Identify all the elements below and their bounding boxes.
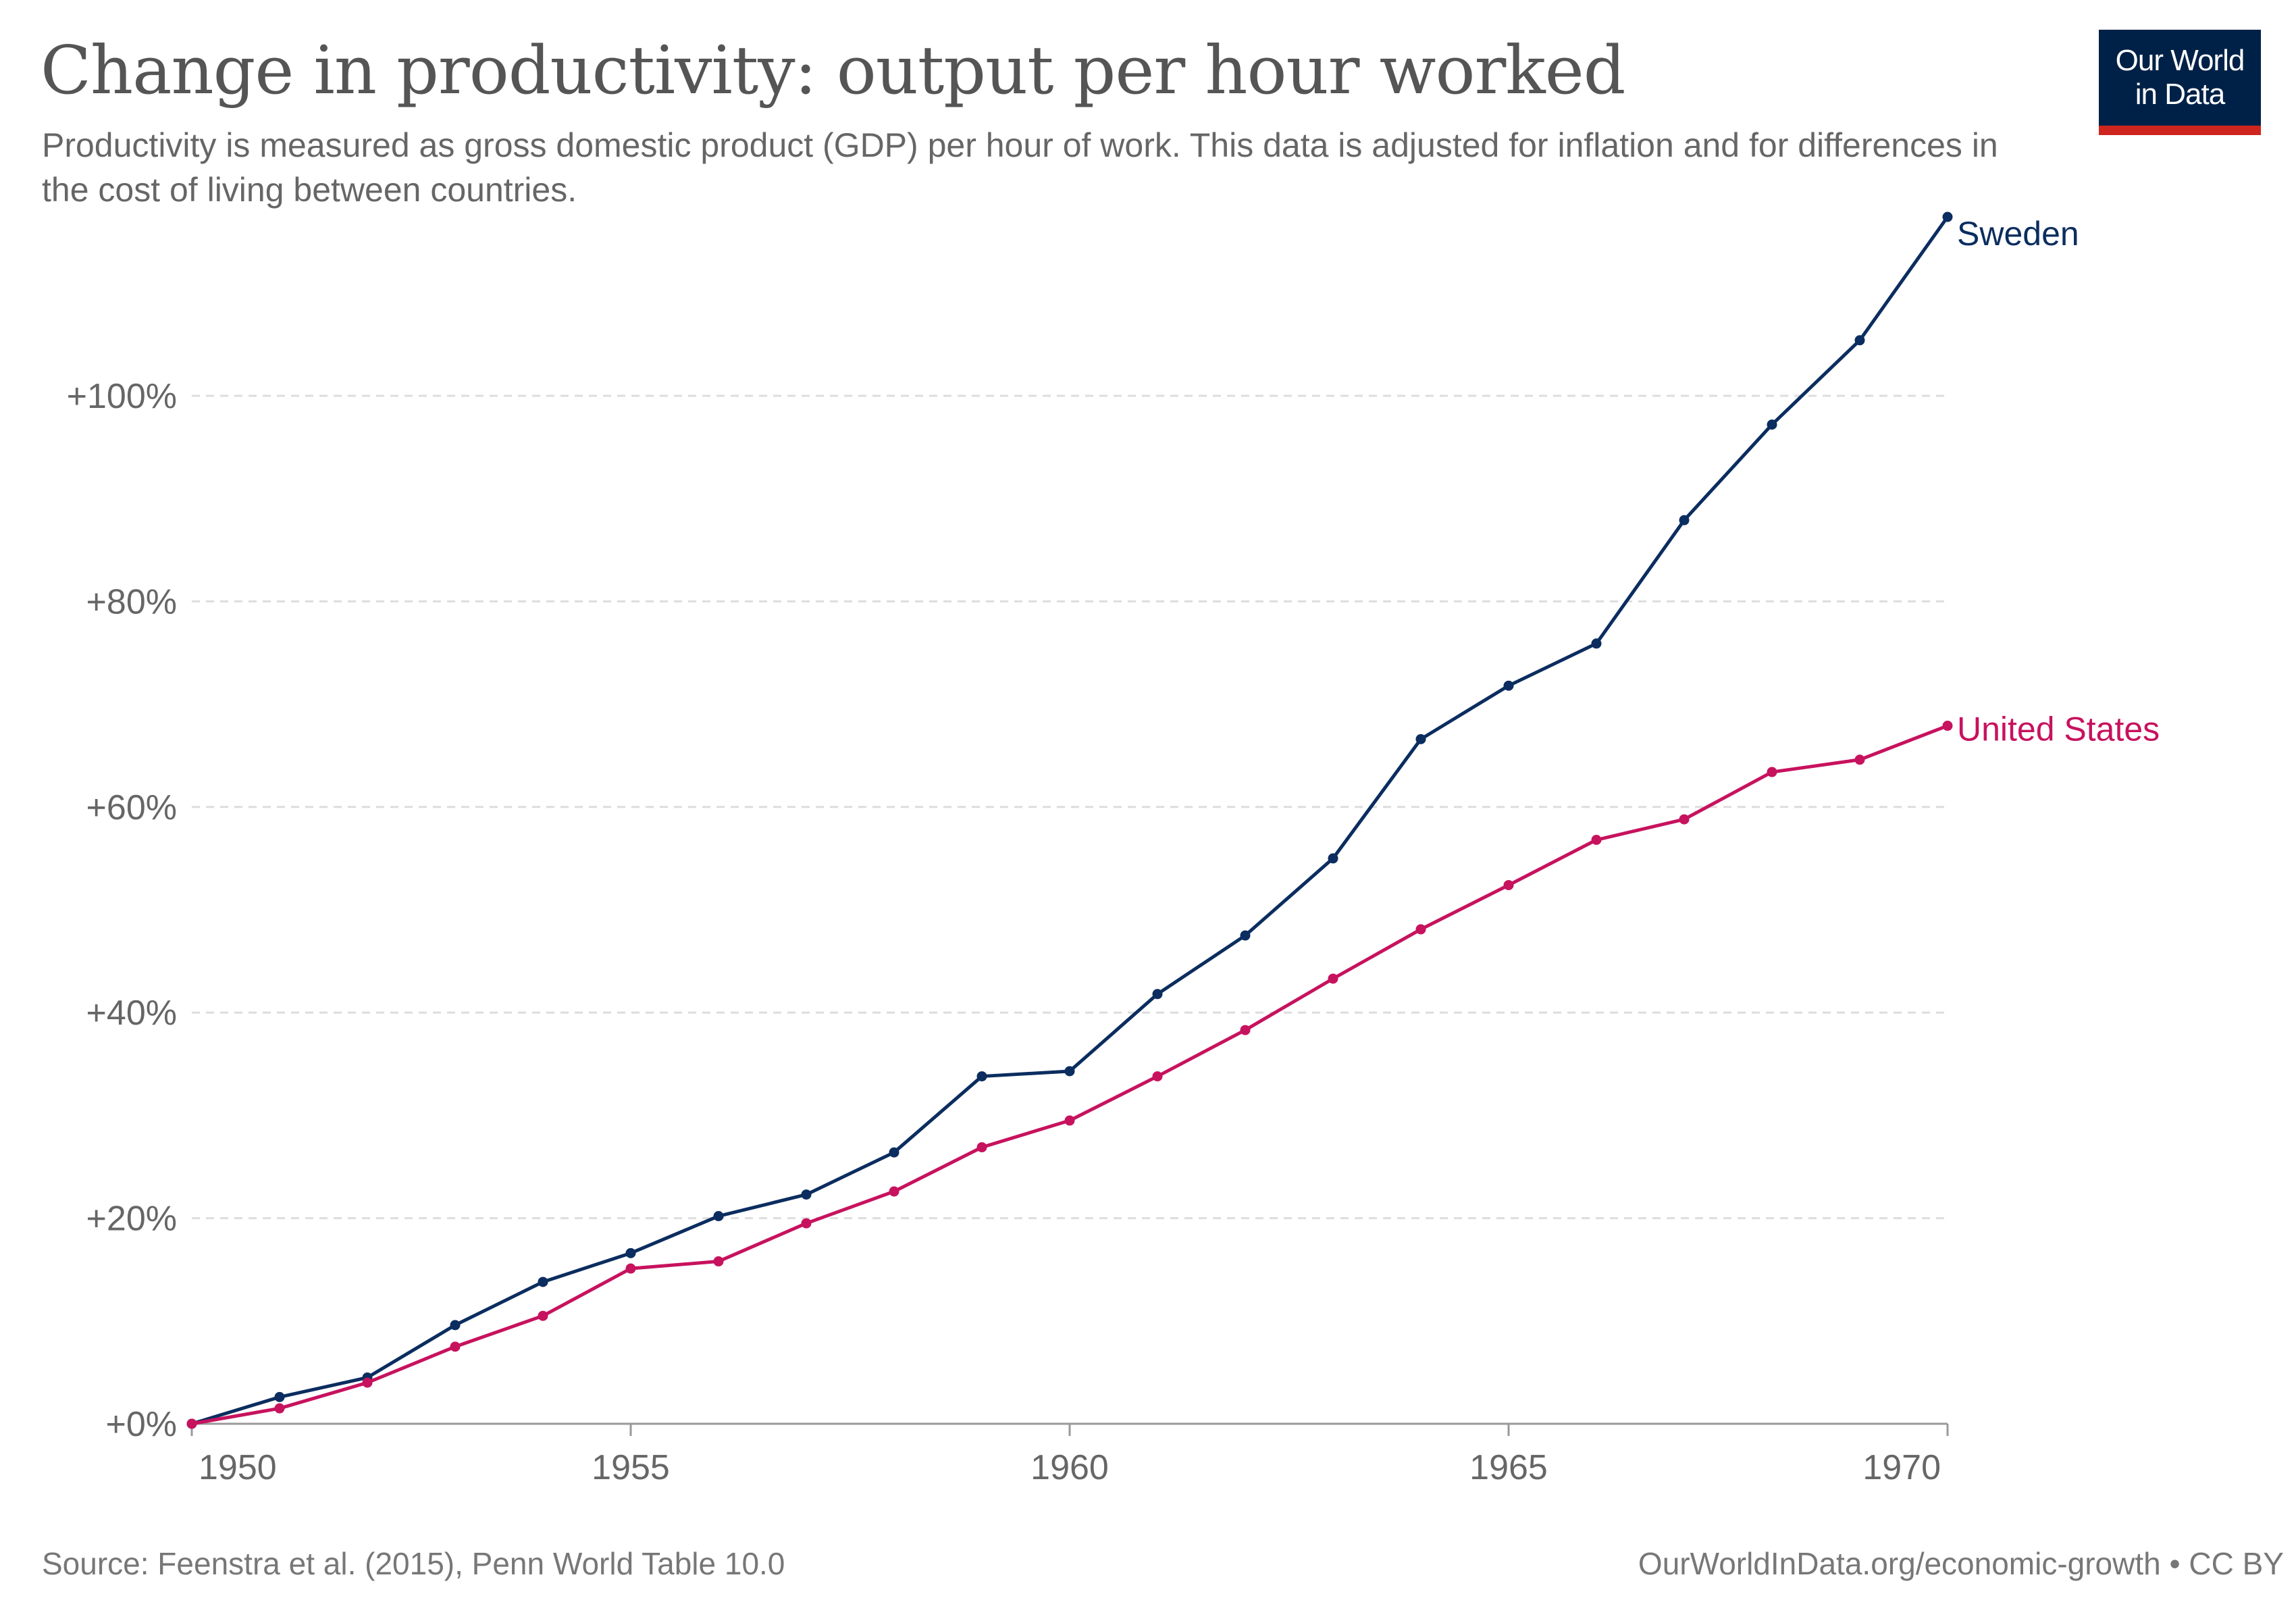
footer-separator: • xyxy=(2169,1546,2181,1581)
sweden-point xyxy=(976,1071,987,1082)
sweden-point xyxy=(713,1211,724,1222)
united-states-point xyxy=(1152,1071,1163,1082)
united-states-point xyxy=(1591,835,1602,846)
sweden-point xyxy=(1064,1066,1075,1077)
united-states-point xyxy=(186,1418,197,1429)
sweden-point xyxy=(1767,419,1777,430)
united-states-point xyxy=(1064,1115,1075,1126)
series: Sweden United States xyxy=(186,211,2160,1429)
logo-line-2: in Data xyxy=(2135,78,2225,111)
line-chart: +0% +20% +40% +60% +80% +100% 1950 1955 1960 196… xyxy=(67,211,2160,1487)
y-axis: +0% +20% +40% +60% +80% +100% xyxy=(67,377,177,1444)
united-states-point xyxy=(889,1186,899,1197)
y-tick-label: +20% xyxy=(86,1200,177,1239)
united-states-point xyxy=(976,1142,987,1153)
united-states-point xyxy=(538,1310,548,1321)
sweden-point xyxy=(1591,638,1602,649)
sweden-point xyxy=(1152,989,1163,1000)
united-states-point xyxy=(713,1256,724,1267)
y-tick-label: +100% xyxy=(67,377,177,416)
sweden-point xyxy=(889,1147,899,1158)
x-tick-label: 1970 xyxy=(1862,1448,1941,1487)
sweden-point xyxy=(450,1320,461,1331)
sweden-point xyxy=(1942,211,1953,222)
sweden-point xyxy=(538,1277,548,1287)
chart-subtitle: Productivity is measured as gross domest… xyxy=(42,126,1998,209)
footer-right: OurWorldInData.org/economic-growth • CC … xyxy=(1638,1545,2284,1582)
united-states-label: United States xyxy=(1957,711,2160,748)
united-states-point xyxy=(1942,721,1953,731)
x-tick-label: 1955 xyxy=(592,1448,670,1487)
source-link[interactable]: OurWorldInData.org/economic-growth xyxy=(1638,1546,2161,1581)
united-states-point xyxy=(1854,754,1865,765)
y-tick-label: +60% xyxy=(86,788,177,827)
sweden-point xyxy=(801,1189,812,1200)
united-states-point xyxy=(1240,1025,1251,1035)
united-states-point xyxy=(1767,767,1777,777)
united-states-point xyxy=(1415,924,1426,935)
x-tick-label: 1965 xyxy=(1469,1448,1548,1487)
y-tick-label: +80% xyxy=(86,582,177,621)
chart-title: Change in productivity: output per hour … xyxy=(41,32,1625,109)
logo-line-1: Our World xyxy=(2115,44,2245,77)
sweden-point xyxy=(1503,680,1514,691)
sweden-point xyxy=(274,1391,285,1402)
license-label[interactable]: CC BY xyxy=(2189,1546,2284,1581)
sweden-point xyxy=(1679,515,1690,525)
source-note: Source: Feenstra et al. (2015), Penn Wor… xyxy=(42,1546,785,1581)
sweden-point xyxy=(625,1247,636,1258)
sweden-point xyxy=(1854,335,1865,346)
united-states-point xyxy=(625,1263,636,1274)
sweden-point xyxy=(1415,734,1426,744)
united-states-point xyxy=(362,1377,373,1388)
united-states-point xyxy=(801,1218,812,1229)
x-tick-label: 1960 xyxy=(1030,1448,1109,1487)
united-states-point xyxy=(450,1341,461,1352)
x-axis: 1950 1955 1960 1965 1970 xyxy=(190,1422,1949,1487)
united-states-point xyxy=(1503,879,1514,890)
owid-logo[interactable]: Our World in Data xyxy=(2099,30,2261,135)
united-states-point xyxy=(1679,814,1690,825)
gridlines xyxy=(192,394,1948,1220)
sweden-point xyxy=(1328,853,1338,864)
x-tick-label: 1950 xyxy=(199,1448,277,1487)
y-tick-label: +40% xyxy=(86,994,177,1033)
y-tick-label: +0% xyxy=(105,1405,177,1444)
united-states-point xyxy=(1328,973,1338,984)
sweden-label: Sweden xyxy=(1957,215,2079,253)
united-states-point xyxy=(274,1403,285,1414)
sweden-point xyxy=(1240,930,1251,941)
